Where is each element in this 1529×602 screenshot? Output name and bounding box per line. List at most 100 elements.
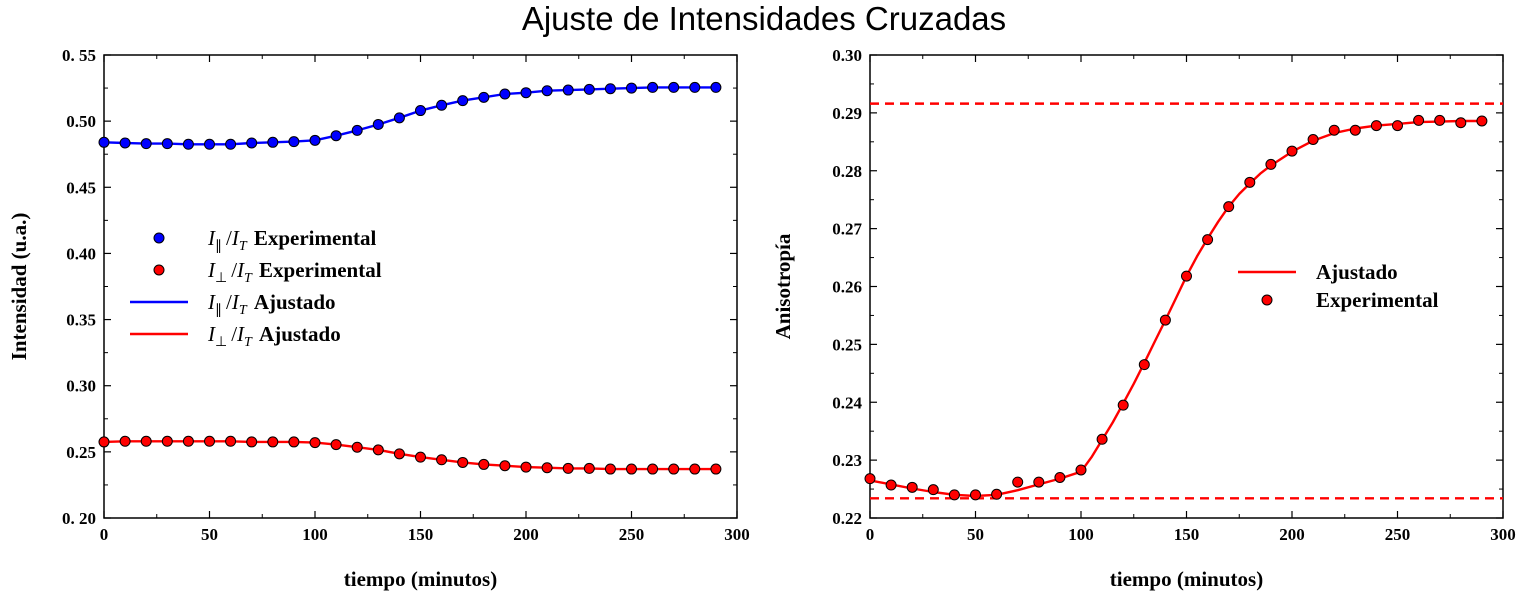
y-axis-label: Anisotropía	[771, 233, 795, 339]
data-point-par_exp	[562, 84, 574, 96]
data-point-exp	[1033, 476, 1045, 488]
anisotropy-plot: 0 50 100 150 200 250 300 0.22 0.23 0.24 0.25 0.26 0.…	[771, 46, 1516, 591]
data-point-perp_exp	[647, 463, 659, 475]
data-point-perp_exp	[204, 435, 215, 447]
legend-math-par_exp: I∥/IT	[207, 226, 248, 254]
x-tick-label: 250	[619, 525, 645, 544]
data-point-par_exp	[161, 138, 173, 150]
data-point-par_exp	[267, 136, 279, 148]
data-point-par_exp	[626, 82, 637, 94]
data-point-perp_exp	[98, 436, 110, 448]
data-point-par_exp	[457, 95, 469, 107]
data-point-exp	[927, 484, 939, 496]
data-point-exp	[1012, 476, 1024, 488]
data-point-exp	[1054, 471, 1066, 483]
data-point-par_exp	[604, 83, 616, 95]
legend-math-perp_exp: I⊥/IT	[207, 258, 253, 286]
y-axis-label: Intensidad (u.a.)	[7, 213, 31, 361]
data-point-par_exp	[288, 136, 300, 148]
data-point-exp	[948, 489, 960, 501]
data-point-par_exp	[583, 83, 595, 95]
y-tick-label: 0.29	[832, 104, 862, 123]
data-point-perp_exp	[309, 437, 321, 449]
data-point-perp_exp	[626, 463, 637, 475]
x-tick-label: 0	[100, 525, 109, 544]
data-point-exp	[1476, 115, 1488, 127]
x-tick-label: 50	[201, 525, 218, 544]
y-tick-label: 0.35	[66, 311, 96, 330]
data-point-exp	[1349, 124, 1361, 136]
data-point-exp	[1413, 114, 1425, 126]
series-line-fit	[869, 119, 1482, 498]
data-point-perp_exp	[583, 462, 595, 474]
data-point-par_exp	[98, 136, 110, 148]
series-line-par_fit	[103, 86, 716, 146]
data-point-perp_exp	[562, 462, 574, 474]
data-point-par_exp	[668, 81, 680, 93]
y-tick-label: 0.22	[832, 509, 862, 528]
data-point-exp	[1244, 176, 1256, 188]
x-tick-label: 200	[1279, 525, 1305, 544]
data-point-exp	[1455, 117, 1467, 129]
data-point-perp_exp	[689, 463, 701, 475]
data-point-perp_exp	[246, 436, 258, 448]
data-point-par_exp	[246, 137, 258, 149]
x-tick-label: 200	[513, 525, 539, 544]
data-point-par_exp	[119, 137, 131, 149]
data-point-par_exp	[478, 91, 490, 103]
data-point-perp_exp	[182, 435, 194, 447]
data-point-par_exp	[309, 134, 321, 146]
y-tick-label: 0.27	[832, 220, 862, 239]
data-point-perp_exp	[119, 435, 131, 447]
data-point-exp	[1370, 120, 1382, 132]
data-point-par_exp	[415, 105, 426, 117]
data-point-exp	[1434, 114, 1446, 126]
x-axis-label: tiempo (minutos)	[344, 567, 497, 591]
plot-frame	[103, 54, 738, 519]
y-tick-label: 0. 20	[62, 509, 96, 528]
data-point-perp_exp	[330, 439, 342, 451]
data-point-perp_exp	[436, 454, 448, 466]
data-point-par_exp	[330, 130, 342, 142]
y-tick-label: 0.26	[832, 278, 862, 297]
data-point-exp	[1075, 464, 1087, 476]
data-point-perp_exp	[393, 448, 405, 460]
x-tick-label: 50	[967, 525, 984, 544]
y-tick-label: 0.30	[66, 377, 96, 396]
plot-frame	[869, 54, 1504, 519]
data-point-exp	[970, 489, 981, 501]
data-point-par_exp	[182, 138, 194, 150]
legend-label-perp_fit: Ajustado	[259, 322, 341, 346]
data-point-exp	[1159, 314, 1171, 326]
x-tick-label: 300	[724, 525, 750, 544]
legend-label-fit: Ajustado	[1316, 260, 1398, 284]
data-point-par_exp	[351, 124, 363, 136]
data-point-exp	[1096, 433, 1108, 445]
y-tick-label: 0.24	[832, 393, 862, 412]
x-tick-label: 100	[302, 525, 328, 544]
data-point-perp_exp	[267, 436, 279, 448]
data-point-exp	[906, 481, 918, 493]
data-point-exp	[864, 473, 876, 485]
data-point-par_exp	[520, 87, 532, 99]
legend-label-perp_exp: Experimental	[259, 258, 382, 282]
data-point-exp	[991, 488, 1003, 500]
legend-label-exp: Experimental	[1316, 288, 1439, 312]
data-point-perp_exp	[288, 436, 300, 448]
data-point-perp_exp	[520, 461, 532, 473]
data-point-exp	[1181, 270, 1192, 282]
figure-title: Ajuste de Intensidades Cruzadas	[522, 0, 1006, 37]
data-point-par_exp	[204, 138, 215, 150]
data-point-par_exp	[647, 81, 659, 93]
x-tick-label: 0	[866, 525, 875, 544]
series-line-perp_fit	[103, 440, 716, 471]
data-point-par_exp	[436, 99, 448, 111]
y-tick-label: 0.50	[66, 112, 96, 131]
data-point-perp_exp	[161, 435, 173, 447]
data-point-perp_exp	[457, 456, 469, 468]
y-tick-label: 0.25	[832, 335, 862, 354]
y-tick-label: 0.45	[66, 178, 96, 197]
legend-math-par_fit: I∥/IT	[207, 290, 248, 318]
data-point-perp_exp	[415, 451, 426, 463]
